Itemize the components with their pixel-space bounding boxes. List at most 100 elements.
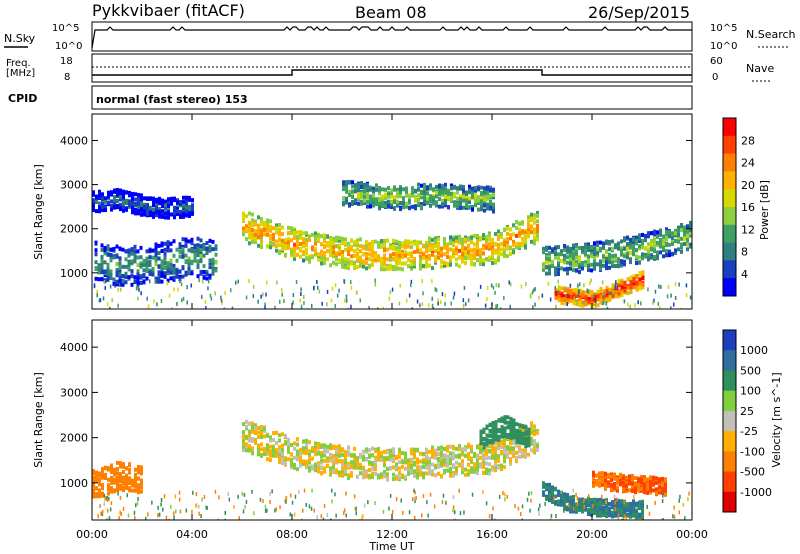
cell-3 [581, 498, 584, 503]
cell-0 [527, 222, 530, 227]
cell-1 [444, 201, 447, 206]
cell-0 [464, 472, 467, 477]
cell-0 [269, 444, 272, 449]
cell-3 [160, 267, 164, 272]
cell-4 [563, 267, 566, 272]
cell-3 [560, 493, 563, 498]
cell-0 [425, 447, 428, 452]
cell-0 [248, 235, 251, 240]
cell-0 [476, 454, 479, 459]
cell-3 [581, 500, 584, 505]
cell-3 [130, 251, 134, 256]
cell-2 [164, 211, 167, 216]
cell-0 [317, 463, 320, 468]
cell-0 [443, 459, 446, 464]
cell-0 [446, 250, 449, 255]
cell-0 [449, 258, 452, 263]
cell-2 [170, 198, 173, 203]
cell-5 [602, 289, 606, 294]
cell-3 [109, 247, 113, 252]
cell-4 [626, 254, 629, 259]
noise-cell [590, 278, 592, 283]
cell-0 [506, 240, 509, 245]
cell-0 [452, 456, 455, 461]
cell-2 [128, 488, 131, 493]
cell-0 [254, 430, 257, 435]
cell-4 [629, 251, 632, 255]
cell-2 [134, 467, 137, 472]
cell-0 [407, 239, 410, 244]
cell-4 [584, 242, 587, 247]
cell-1 [369, 204, 372, 209]
cell-4 [632, 244, 635, 249]
cell-3 [130, 247, 134, 252]
cell-2 [101, 472, 104, 477]
cell-4 [653, 231, 656, 236]
cell-4 [575, 249, 578, 254]
cell-1 [369, 195, 372, 200]
cell-3 [208, 258, 212, 263]
cell-4 [617, 243, 620, 248]
cell-0 [515, 459, 518, 464]
cell-3 [154, 242, 158, 247]
cell-2 [137, 192, 140, 197]
cell-1 [357, 196, 360, 201]
cell-3 [166, 243, 170, 248]
cell-1 [506, 425, 510, 430]
cell-4 [557, 261, 560, 266]
cell-2 [92, 205, 95, 210]
cell-5 [641, 270, 645, 275]
cell-0 [353, 264, 356, 269]
cell-0 [305, 247, 308, 252]
cell-0 [443, 263, 446, 268]
cell-1 [438, 184, 441, 189]
cell-3 [181, 237, 185, 242]
noise-cell [612, 289, 614, 294]
cell-0 [260, 227, 263, 232]
cell-0 [329, 246, 332, 251]
cell-0 [509, 246, 512, 251]
cell-0 [434, 448, 437, 453]
cell-0 [245, 214, 248, 219]
cell-0 [533, 442, 536, 447]
cell-3 [163, 252, 167, 257]
freq-tick-low: 8 [64, 72, 70, 83]
cell-2 [95, 478, 98, 483]
cell-3 [148, 259, 152, 264]
cell-0 [332, 457, 335, 462]
cell-0 [308, 460, 311, 465]
cell-0 [452, 254, 455, 259]
cell-5 [605, 289, 609, 294]
cell-0 [389, 448, 392, 453]
cell-1 [378, 187, 381, 191]
cell-2 [119, 486, 122, 491]
cell-3 [97, 267, 101, 272]
cell-0 [266, 232, 269, 237]
cell-2 [128, 481, 131, 486]
cell-0 [299, 232, 302, 237]
cell-4 [569, 246, 572, 251]
cell-0 [323, 261, 326, 266]
cell-5 [638, 277, 642, 282]
cell-3 [208, 238, 212, 243]
cell-0 [431, 266, 434, 271]
cell-1 [363, 198, 366, 203]
cell-2 [128, 193, 131, 198]
cell-1 [459, 194, 462, 199]
cell-0 [359, 263, 362, 268]
cell-0 [503, 448, 506, 452]
cell-1 [351, 202, 354, 206]
cell-0 [485, 471, 488, 476]
cell-0 [536, 430, 539, 435]
noise-cell [179, 279, 181, 284]
cell-0 [467, 237, 470, 242]
noise-cell [388, 296, 391, 301]
cell-1 [450, 185, 453, 190]
cell-0 [305, 438, 308, 443]
noise-cell [657, 301, 659, 306]
cell-4 [653, 244, 656, 249]
noise-cell [629, 304, 631, 309]
cell-0 [455, 262, 458, 267]
cell-1 [405, 186, 408, 191]
cell-2 [122, 201, 125, 206]
